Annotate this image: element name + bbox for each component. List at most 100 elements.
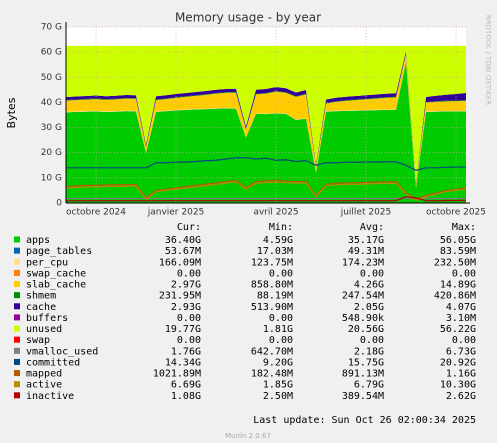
legend-name: slab_cache xyxy=(26,280,86,291)
legend-name: inactive xyxy=(26,391,74,402)
legend-header: Cur: xyxy=(177,222,201,233)
legend-value: 4.07G xyxy=(446,302,476,313)
legend-value: 166.09M xyxy=(159,257,201,268)
legend-name: swap_cache xyxy=(26,268,86,279)
area xyxy=(66,45,466,184)
legend-value: 2.62G xyxy=(446,391,476,402)
legend-value: 56.22G xyxy=(440,324,476,335)
legend-value: 56.05G xyxy=(440,235,476,246)
legend-value: 174.23M xyxy=(342,257,384,268)
legend-value: 0.00 xyxy=(452,268,476,279)
legend-value: 88.19M xyxy=(257,291,293,302)
legend-swatch xyxy=(14,392,20,399)
area xyxy=(66,62,466,204)
legend-swatch xyxy=(14,381,20,388)
legend-value: 1021.89M xyxy=(153,369,201,380)
legend-value: 513.90M xyxy=(251,302,293,313)
watermark: RRDTOOL / TOBI OETIKER xyxy=(484,15,492,105)
legend-value: 4.26G xyxy=(354,280,384,291)
legend-value: 10.30G xyxy=(440,380,476,391)
legend-value: 36.40G xyxy=(165,235,201,246)
legend-swatch xyxy=(14,292,20,299)
legend-swatch xyxy=(14,358,20,365)
legend-value: 642.70M xyxy=(251,346,293,357)
legend-value: 389.54M xyxy=(342,391,384,402)
legend-name: apps xyxy=(26,235,50,246)
x-tick-label: janvier 2025 xyxy=(147,208,205,218)
legend-value: 0.00 xyxy=(269,335,293,346)
legend-value: 15.75G xyxy=(348,357,384,368)
y-tick-label: 30 G xyxy=(41,123,62,133)
legend-swatch xyxy=(14,336,20,343)
legend-value: 1.85G xyxy=(263,380,293,391)
legend-header: Max: xyxy=(452,222,476,233)
chart-title: Memory usage - by year xyxy=(175,11,321,25)
legend-name: cache xyxy=(26,302,56,313)
legend-swatch xyxy=(14,370,20,377)
legend-value: 2.05G xyxy=(354,302,384,313)
legend-value: 0.00 xyxy=(269,268,293,279)
legend-name: unused xyxy=(26,324,62,335)
legend-value: 2.97G xyxy=(171,280,201,291)
legend-value: 0.00 xyxy=(177,335,201,346)
legend-name: page_tables xyxy=(26,246,92,257)
y-tick-label: 60 G xyxy=(41,48,62,58)
legend-value: 1.81G xyxy=(263,324,293,335)
x-tick-label: avril 2025 xyxy=(253,208,298,218)
y-tick-label: 20 G xyxy=(41,148,62,158)
line xyxy=(65,179,467,200)
legend-value: 1.08G xyxy=(171,391,201,402)
legend-name: buffers xyxy=(26,313,68,324)
legend-name: shmem xyxy=(26,291,56,302)
y-tick-label: 0 xyxy=(56,199,62,209)
legend-value: 0.00 xyxy=(269,313,293,324)
legend-value: 123.75M xyxy=(251,257,293,268)
legend-name: per_cpu xyxy=(26,257,68,268)
legend-name: mapped xyxy=(26,369,62,380)
legend-header: Avg: xyxy=(360,222,384,233)
legend-swatch xyxy=(14,269,20,276)
legend-name: swap xyxy=(26,335,50,346)
y-tick-label: 50 G xyxy=(41,73,62,83)
legend-swatch xyxy=(14,236,20,243)
y-axis-label: Bytes xyxy=(5,97,18,128)
legend-value: 14.89G xyxy=(440,280,476,291)
x-tick-label: juillet 2025 xyxy=(340,208,392,218)
legend-value: 53.67M xyxy=(165,246,201,257)
legend-swatch xyxy=(14,281,20,288)
legend-value: 2.50M xyxy=(263,391,293,402)
legend-value: 83.59M xyxy=(440,246,476,257)
legend-value: 6.79G xyxy=(354,380,384,391)
legend-value: 6.69G xyxy=(171,380,201,391)
legend-swatch xyxy=(14,303,20,310)
y-tick-label: 40 G xyxy=(41,98,62,108)
legend-value: 231.95M xyxy=(159,291,201,302)
legend-value: 0.00 xyxy=(452,335,476,346)
legend-swatch xyxy=(14,325,20,332)
legend-value: 2.93G xyxy=(171,302,201,313)
legend-value: 891.13M xyxy=(342,369,384,380)
line xyxy=(65,181,467,202)
legend-value: 6.73G xyxy=(446,346,476,357)
legend-value: 20.56G xyxy=(348,324,384,335)
legend-name: committed xyxy=(26,357,80,368)
legend-swatch xyxy=(14,314,20,321)
legend-swatch xyxy=(14,247,20,254)
legend-value: 182.48M xyxy=(251,369,293,380)
legend-value: 1.16G xyxy=(446,369,476,380)
y-tick-label: 10 G xyxy=(41,173,62,183)
legend-value: 232.50M xyxy=(434,257,476,268)
legend-value: 858.80M xyxy=(251,280,293,291)
legend-name: vmalloc_used xyxy=(26,346,98,357)
legend-value: 4.59G xyxy=(263,235,293,246)
legend-value: 2.18G xyxy=(354,346,384,357)
legend-value: 247.54M xyxy=(342,291,384,302)
legend-value: 0.00 xyxy=(177,313,201,324)
x-tick-label: octobre 2024 xyxy=(66,208,126,218)
legend-header: Min: xyxy=(269,222,293,233)
legend-value: 0.00 xyxy=(360,268,384,279)
footer: Munin 2.0.67 xyxy=(225,432,271,440)
legend-value: 548.90k xyxy=(342,313,384,324)
legend-value: 17.03M xyxy=(257,246,293,257)
legend-name: active xyxy=(26,380,62,391)
